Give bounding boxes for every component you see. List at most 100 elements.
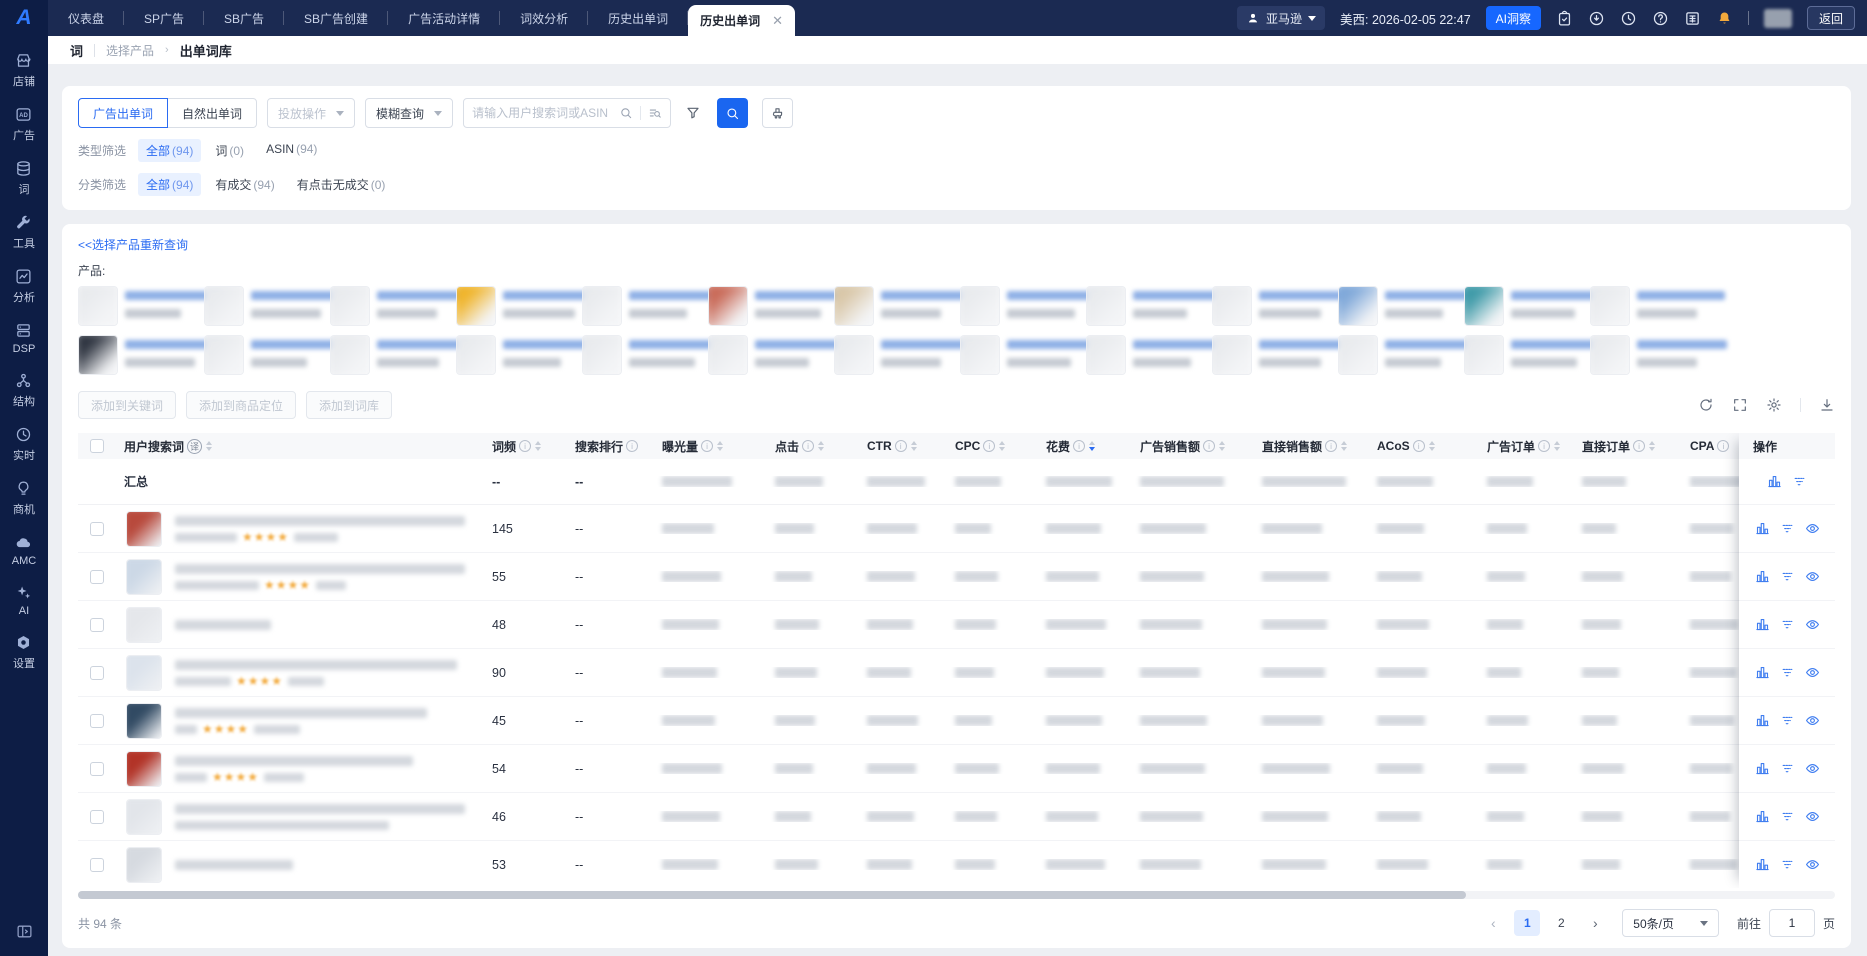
help-icon[interactable] xyxy=(1652,10,1669,27)
product-item[interactable] xyxy=(708,335,834,375)
next-page-button[interactable]: › xyxy=(1582,910,1608,936)
trend-chart-icon[interactable] xyxy=(1755,713,1770,728)
trend-chart-icon[interactable] xyxy=(1755,665,1770,680)
row-checkbox[interactable] xyxy=(90,762,104,776)
export-download-icon[interactable] xyxy=(1819,397,1835,413)
product-item[interactable] xyxy=(330,286,456,326)
clear-button[interactable] xyxy=(762,98,793,128)
word-flow-icon[interactable] xyxy=(1780,569,1795,584)
word-flow-icon[interactable] xyxy=(1792,474,1807,489)
reselect-products-link[interactable]: <<选择产品重新查询 xyxy=(78,236,188,253)
word-flow-icon[interactable] xyxy=(1780,665,1795,680)
type-filter-option-2[interactable]: 词(0) xyxy=(207,139,252,162)
category-filter-option-2[interactable]: 有成交(94) xyxy=(207,173,282,196)
view-detail-eye-icon[interactable] xyxy=(1805,521,1820,536)
sort-icon[interactable] xyxy=(1554,441,1560,451)
word-flow-icon[interactable] xyxy=(1780,617,1795,632)
sidebar-item-dsp[interactable]: DSP xyxy=(13,322,36,355)
fullscreen-icon[interactable] xyxy=(1732,397,1748,413)
trend-chart-icon[interactable] xyxy=(1755,521,1770,536)
product-item[interactable] xyxy=(960,286,1086,326)
mini-app-icon[interactable] xyxy=(1684,10,1701,27)
sort-icon[interactable] xyxy=(1219,441,1225,451)
trend-chart-icon[interactable] xyxy=(1767,474,1782,489)
trend-chart-icon[interactable] xyxy=(1755,761,1770,776)
back-button[interactable]: 返回 xyxy=(1807,6,1855,30)
breadcrumb-parent[interactable]: 选择产品 xyxy=(106,42,154,59)
translate-icon[interactable]: 译 xyxy=(187,439,202,454)
app-logo[interactable]: A xyxy=(0,0,48,36)
view-detail-eye-icon[interactable] xyxy=(1805,809,1820,824)
sort-icon[interactable] xyxy=(1429,441,1435,451)
sort-icon[interactable] xyxy=(999,441,1005,451)
word-flow-icon[interactable] xyxy=(1780,713,1795,728)
product-item[interactable] xyxy=(456,335,582,375)
clipboard-icon[interactable] xyxy=(1556,10,1573,27)
info-icon[interactable]: i xyxy=(1717,440,1729,452)
download-circle-icon[interactable] xyxy=(1588,10,1605,27)
product-item[interactable] xyxy=(78,335,204,375)
row-checkbox[interactable] xyxy=(90,714,104,728)
history-icon[interactable] xyxy=(1620,10,1637,27)
select-all-checkbox[interactable] xyxy=(90,439,104,453)
row-checkbox[interactable] xyxy=(90,618,104,632)
sort-icon[interactable] xyxy=(535,441,541,451)
sort-icon[interactable] xyxy=(1341,441,1347,451)
view-detail-eye-icon[interactable] xyxy=(1805,569,1820,584)
product-item[interactable] xyxy=(1464,335,1590,375)
sidebar-collapse-button[interactable] xyxy=(16,909,33,956)
info-icon[interactable]: i xyxy=(1538,440,1550,452)
row-checkbox[interactable] xyxy=(90,522,104,536)
add-to-lexicon-button[interactable]: 添加到词库 xyxy=(306,391,392,419)
search-button[interactable] xyxy=(717,98,748,128)
add-to-keywords-button[interactable]: 添加到关键词 xyxy=(78,391,176,419)
product-item[interactable] xyxy=(1590,286,1716,326)
page-button-2[interactable]: 2 xyxy=(1548,910,1574,936)
goto-page-input[interactable] xyxy=(1769,909,1815,937)
scrollbar-thumb[interactable] xyxy=(78,891,1466,899)
category-filter-option-3[interactable]: 有点击无成交(0) xyxy=(289,173,394,196)
word-flow-icon[interactable] xyxy=(1780,809,1795,824)
view-detail-eye-icon[interactable] xyxy=(1805,713,1820,728)
product-item[interactable] xyxy=(1338,286,1464,326)
sort-icon[interactable] xyxy=(911,441,917,451)
tab-5[interactable]: 广告活动详情 xyxy=(388,0,500,36)
avatar[interactable] xyxy=(1764,9,1792,28)
sidebar-item-amc[interactable]: AMC xyxy=(12,534,36,567)
tab-6[interactable]: 词效分析 xyxy=(500,0,588,36)
product-item[interactable] xyxy=(582,286,708,326)
product-item[interactable] xyxy=(1086,286,1212,326)
product-item[interactable] xyxy=(204,335,330,375)
sidebar-item-ai[interactable]: AI xyxy=(15,584,32,617)
add-to-product-targeting-button[interactable]: 添加到商品定位 xyxy=(186,391,296,419)
ai-insight-button[interactable]: AI洞察 xyxy=(1486,6,1541,30)
sidebar-item-structure[interactable]: 结构 xyxy=(13,372,35,409)
sort-icon[interactable] xyxy=(1089,441,1095,451)
category-filter-option-1[interactable]: 全部(94) xyxy=(138,173,201,196)
tab-2[interactable]: SP广告 xyxy=(124,0,204,36)
operation-dropdown[interactable]: 投放操作 xyxy=(267,98,355,128)
info-icon[interactable]: i xyxy=(626,440,638,452)
product-item[interactable] xyxy=(1464,286,1590,326)
tab-1[interactable]: 仪表盘 xyxy=(48,0,124,36)
sidebar-item-tools[interactable]: 工具 xyxy=(13,214,35,251)
trend-chart-icon[interactable] xyxy=(1755,569,1770,584)
info-icon[interactable]: i xyxy=(1325,440,1337,452)
sidebar-item-analysis[interactable]: 分析 xyxy=(13,268,35,305)
fuzzy-query-dropdown[interactable]: 模糊查询 xyxy=(365,98,453,128)
tab-4[interactable]: SB广告创建 xyxy=(284,0,388,36)
tab-3[interactable]: SB广告 xyxy=(204,0,284,36)
product-item[interactable] xyxy=(1590,335,1716,375)
sidebar-item-ad[interactable]: AD广告 xyxy=(13,106,35,143)
tab-active-history-words[interactable]: 历史出单词 ✕ xyxy=(688,5,795,36)
info-icon[interactable]: i xyxy=(802,440,814,452)
sidebar-item-realtime[interactable]: 实时 xyxy=(13,426,35,463)
product-item[interactable] xyxy=(1338,335,1464,375)
notification-bell-icon[interactable] xyxy=(1716,10,1733,27)
product-item[interactable] xyxy=(330,335,456,375)
row-checkbox[interactable] xyxy=(90,810,104,824)
product-item[interactable] xyxy=(834,335,960,375)
page-button-1[interactable]: 1 xyxy=(1514,910,1540,936)
sort-icon[interactable] xyxy=(206,441,212,451)
column-settings-icon[interactable] xyxy=(1766,397,1782,413)
